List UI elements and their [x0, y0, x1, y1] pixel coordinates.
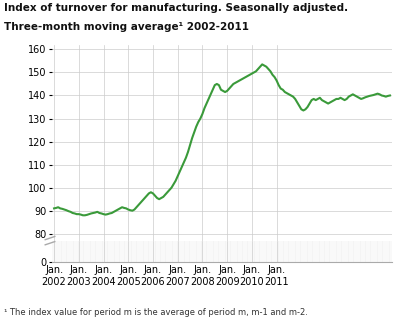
Text: ¹ The index value for period m is the average of period m, m-1 and m-2.: ¹ The index value for period m is the av… — [4, 308, 308, 317]
Text: Three-month moving average¹ 2002-2011: Three-month moving average¹ 2002-2011 — [4, 22, 249, 32]
Text: Index of turnover for manufacturing. Seasonally adjusted.: Index of turnover for manufacturing. Sea… — [4, 3, 348, 13]
